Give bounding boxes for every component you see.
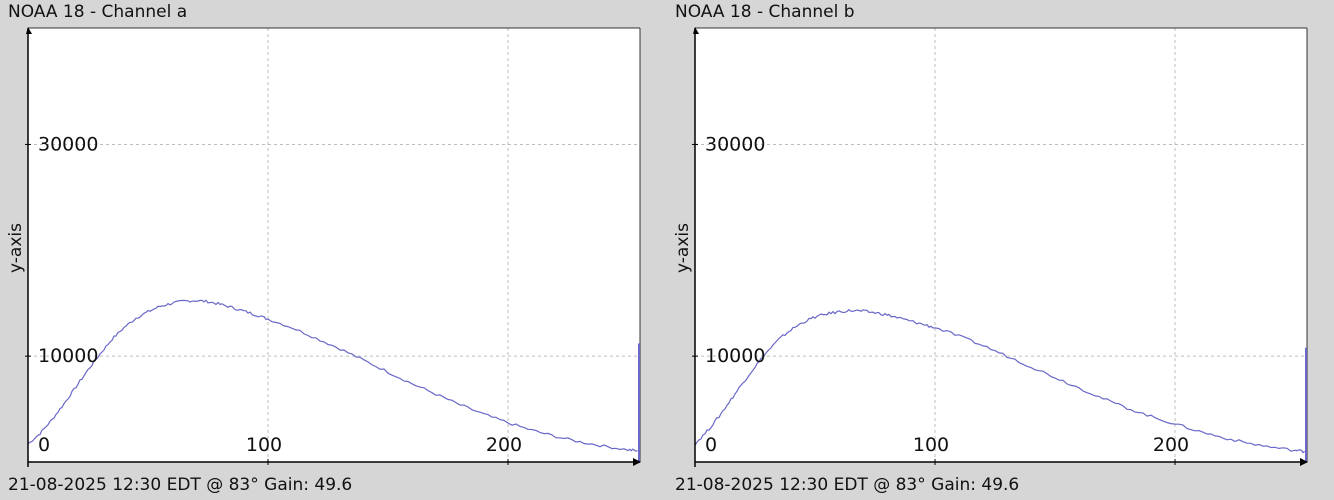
x-axis-arrow (633, 458, 641, 466)
y-tick-label: 30000 (705, 133, 765, 155)
y-tick-label: 10000 (38, 345, 98, 367)
data-series-line (694, 308, 1305, 454)
plot-background (695, 28, 1307, 462)
x-tick-label: 200 (1153, 434, 1189, 456)
y-axis-arrow (693, 27, 699, 34)
pass-info-footer: 21-08-2025 12:30 EDT @ 83° Gain: 49.6 (675, 475, 1020, 495)
chart-title: NOAA 18 - Channel a (8, 2, 188, 22)
chart-panel-channel-a: NOAA 18 - Channel a y-axis 0 100 200 10000 3… (6, 2, 641, 495)
x-tick-label: 0 (705, 434, 717, 456)
x-tick-label: 200 (486, 434, 522, 456)
chart-panel-channel-b: NOAA 18 - Channel b y-axis 0 100 200 10000 3… (667, 0, 1334, 500)
plot-area: 0 100 200 10000 30000 (25, 27, 641, 467)
plot-area: 0 100 200 10000 30000 (692, 27, 1308, 467)
x-tick-label: 100 (913, 434, 949, 456)
y-tick-label: 30000 (38, 133, 98, 155)
data-series-line (27, 299, 638, 452)
x-axis-arrow (1300, 458, 1308, 466)
plot-background (28, 28, 640, 462)
x-tick-label: 0 (38, 434, 50, 456)
chart-title: NOAA 18 - Channel b (675, 2, 855, 22)
y-axis-arrow (26, 27, 32, 34)
x-tick-label: 100 (246, 434, 282, 456)
pass-info-footer: 21-08-2025 12:30 EDT @ 83° Gain: 49.6 (8, 475, 353, 495)
y-tick-label: 10000 (705, 345, 765, 367)
